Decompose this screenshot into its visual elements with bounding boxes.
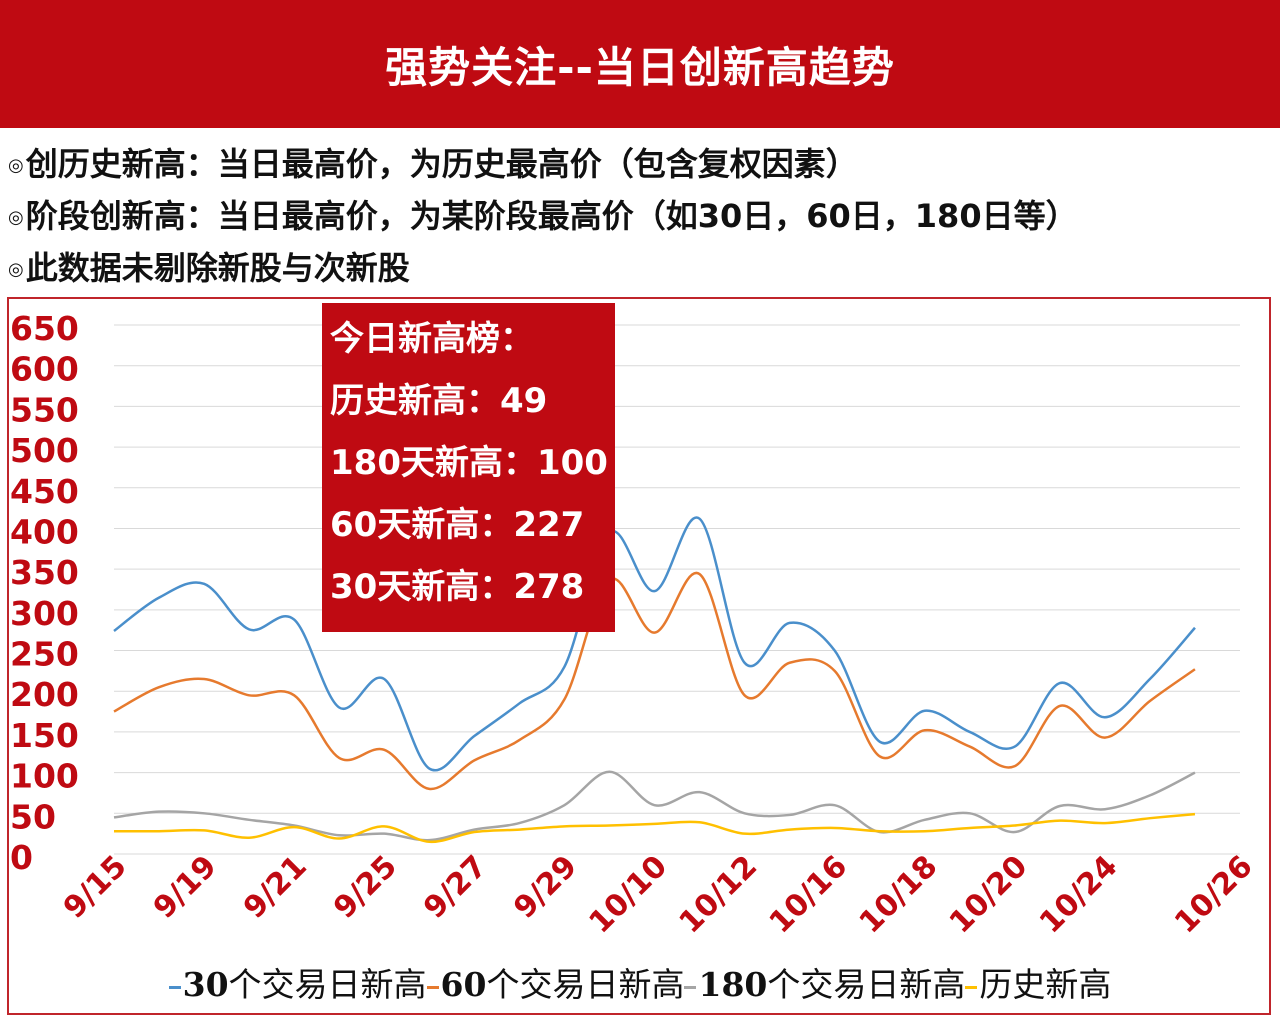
x-tick-label: 9/29: [507, 849, 584, 926]
x-tick-label: 10/20: [943, 849, 1035, 941]
note-text: 阶段创新高：当日最高价，为某阶段最高价（如30日，60日，180日等）: [25, 197, 1078, 235]
x-tick-label: 9/19: [147, 849, 224, 926]
note-history-high: ◎创历史新高：当日最高价，为历史最高价（包含复权因素）: [8, 138, 1272, 190]
callout-history-high: 历史新高：49: [330, 381, 548, 421]
y-tick-label: 500: [10, 431, 79, 470]
x-tick-label: 10/24: [1033, 849, 1125, 941]
series-line: [113, 571, 1196, 791]
y-tick-label: 0: [10, 838, 33, 877]
legend-item: 历史新高: [965, 958, 1111, 1006]
legend-swatch: [684, 985, 697, 989]
y-tick-label: 100: [10, 757, 79, 796]
today-highs-callout: 今日新高榜： 历史新高：49 180天新高：100 60天新高：227 30天新…: [322, 303, 615, 632]
legend-swatch: [426, 985, 439, 989]
callout-title: 今日新高榜：: [330, 319, 534, 359]
y-tick-label: 350: [10, 553, 79, 592]
chart-legend: 30个交易日新高 60个交易日新高 180个交易日新高 历史新高: [0, 958, 1280, 1006]
legend-item: 60个交易日新高: [426, 958, 685, 1006]
callout-30-day-high: 30天新高：278: [330, 567, 585, 607]
callout-180-day-high: 180天新高：100: [330, 443, 608, 483]
bullet-icon: ◎: [8, 155, 24, 176]
chart-frame: [7, 297, 1271, 1015]
y-tick-label: 600: [10, 350, 79, 389]
y-tick-label: 650: [10, 309, 79, 348]
y-tick-label: 50: [10, 797, 56, 836]
note-text: 创历史新高：当日最高价，为历史最高价（包含复权因素）: [25, 145, 858, 183]
legend-label: 60个交易日新高: [440, 965, 685, 1004]
legend-swatch: [965, 985, 978, 989]
x-tick-label: 9/25: [327, 849, 404, 926]
y-tick-label: 300: [10, 594, 79, 633]
y-tick-label: 250: [10, 635, 79, 674]
page-title: 强势关注--当日创新高趋势: [0, 0, 1280, 128]
x-tick-label: 10/16: [763, 849, 855, 941]
notes-list: ◎创历史新高：当日最高价，为历史最高价（包含复权因素） ◎阶段创新高：当日最高价…: [8, 138, 1272, 294]
callout-60-day-high: 60天新高：227: [330, 505, 585, 545]
y-tick-label: 400: [10, 512, 79, 551]
x-tick-label: 9/27: [417, 849, 494, 926]
bullet-icon: ◎: [8, 207, 24, 228]
legend-label: 历史新高: [979, 965, 1112, 1004]
y-tick-label: 200: [10, 675, 79, 714]
x-tick-label: 9/21: [237, 849, 314, 926]
y-tick-label: 150: [10, 716, 79, 755]
x-tick-label: 10/12: [673, 849, 765, 941]
legend-label: 180个交易日新高: [698, 965, 966, 1004]
series-line: [113, 770, 1196, 842]
note-text: 此数据未剔除新股与次新股: [25, 249, 410, 287]
series-line: [113, 516, 1196, 772]
x-tick-label: 10/26: [1168, 849, 1260, 941]
x-tick-label: 9/15: [57, 849, 134, 926]
bullet-icon: ◎: [8, 259, 24, 280]
x-tick-label: 10/10: [583, 849, 675, 941]
y-tick-label: 450: [10, 472, 79, 511]
legend-item: 180个交易日新高: [684, 958, 965, 1006]
note-stage-high: ◎阶段创新高：当日最高价，为某阶段最高价（如30日，60日，180日等）: [8, 190, 1272, 242]
legend-label: 30个交易日新高: [182, 965, 427, 1004]
note-new-stocks: ◎此数据未剔除新股与次新股: [8, 242, 1272, 294]
legend-swatch: [168, 985, 181, 989]
x-tick-label: 10/18: [853, 849, 945, 941]
legend-item: 30个交易日新高: [168, 958, 427, 1006]
series-line: [113, 812, 1196, 844]
y-tick-label: 550: [10, 390, 79, 429]
